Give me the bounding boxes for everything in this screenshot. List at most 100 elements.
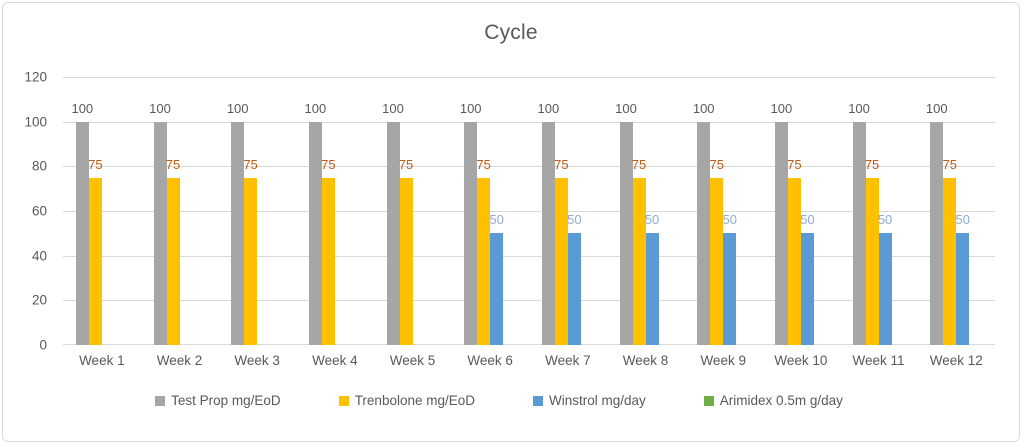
bar-group: 100 75 [63, 77, 141, 345]
bar-value-label: 100 [692, 100, 715, 116]
bar: 75 [632, 158, 646, 345]
bar: 75 [166, 158, 180, 345]
bar: 75 [942, 158, 957, 345]
bar-value-label: 100 [71, 100, 94, 116]
x-axis-category-label: Week 2 [156, 353, 203, 368]
bar-value-label: 75 [942, 156, 957, 172]
x-axis-category-label: Week 12 [929, 353, 983, 368]
legend-item: Arimidex 0.5m g/day [703, 393, 843, 408]
bar: 75 [476, 158, 491, 345]
bar-group: 100 75 [141, 77, 219, 345]
bar-group: 100 75 [374, 77, 452, 345]
x-axis-category-label: Week 9 [700, 353, 746, 368]
bar: 75 [865, 158, 879, 345]
x-axis: Week 1 Week 2 Week 3 Week 4 Week 5 Week 6 Week… [63, 353, 995, 368]
legend-label: Arimidex 0.5m g/day [719, 393, 843, 408]
chart-title: Cycle [484, 21, 538, 44]
bar: 75 [243, 158, 258, 345]
bar-groups: 100 75 100 75 100 75 100 75 100 75 100 75 50 100 75 50 1… [63, 77, 995, 345]
gridline [63, 122, 995, 123]
legend-marker-icon [155, 395, 166, 406]
legend-label: Winstrol mg/day [549, 393, 646, 408]
bar: 50 [489, 213, 504, 345]
bar-value-label: 75 [88, 156, 103, 172]
plot-area: 100 75 100 75 100 75 100 75 100 75 100 75 50 100 75 50 1… [63, 77, 995, 345]
x-axis-category-label: Week 8 [622, 353, 669, 368]
bar-group: 100 75 50 [607, 77, 685, 345]
x-axis-category-label: Week 3 [234, 353, 280, 368]
bar-value-label: 50 [489, 212, 504, 228]
y-axis: 0 20 40 60 80 100 120 [3, 70, 53, 351]
bar: 50 [567, 213, 582, 345]
bar: 75 [88, 158, 103, 345]
y-axis-tick-label: 80 [31, 158, 47, 174]
bar: 100 [538, 102, 559, 345]
bar-group: 100 75 50 [684, 77, 762, 345]
bar-value-label: 100 [615, 100, 637, 116]
legend-label: Test Prop mg/EoD [171, 393, 281, 408]
y-axis-tick-label: 120 [24, 69, 47, 85]
x-axis-category-label: Week 6 [467, 353, 513, 368]
bar-value-label: 50 [567, 212, 582, 228]
bar-value-label: 100 [459, 100, 482, 116]
bar-group: 100 75 50 [451, 77, 529, 345]
bar-group: 100 75 50 [917, 77, 995, 345]
chart-panel: Cycle 0 20 40 60 80 100 120 100 75 100 75 100 75 100… [2, 2, 1020, 442]
x-axis-category-label: Week 1 [79, 353, 125, 368]
bar: 50 [800, 213, 815, 345]
legend: Test Prop mg/EoD Trenbolone mg/EoD Winstro… [33, 393, 965, 408]
bar-value-label: 75 [398, 156, 414, 172]
bar: 75 [787, 158, 802, 345]
bar: 100 [615, 102, 637, 345]
bar: 100 [460, 102, 482, 345]
bar-group: 100 75 50 [840, 77, 918, 345]
bar-value-label: 50 [722, 212, 737, 228]
bar-value-label: 75 [165, 156, 181, 172]
bar-value-label: 100 [848, 100, 870, 116]
x-axis-category-label: Week 7 [545, 353, 591, 368]
x-axis-category-label: Week 4 [312, 353, 358, 368]
x-axis-line [63, 344, 995, 345]
bar-group: 100 75 50 [762, 77, 840, 345]
bar: 75 [709, 158, 724, 345]
legend-marker-icon [533, 395, 544, 406]
bar-value-label: 100 [226, 100, 249, 116]
bar-value-label: 75 [321, 156, 336, 172]
bar: 75 [321, 158, 336, 345]
bar: 100 [149, 102, 171, 345]
legend-item: Winstrol mg/day [533, 393, 646, 408]
gridline [63, 77, 995, 78]
bar-value-label: 75 [243, 156, 258, 172]
bar: 100 [926, 102, 948, 345]
x-axis-category-label: Week 10 [774, 353, 828, 368]
bar: 100 [304, 102, 326, 345]
gridline [63, 166, 995, 167]
x-axis-category-label: Week 5 [389, 353, 436, 368]
bar-value-label: 100 [537, 100, 560, 116]
bar: 100 [771, 102, 792, 345]
bar: 100 [693, 102, 715, 345]
gridline [63, 211, 995, 212]
bar-value-label: 75 [554, 156, 569, 172]
bar-value-label: 75 [476, 156, 491, 172]
bar: 100 [71, 102, 93, 345]
y-axis-tick-label: 20 [31, 292, 47, 308]
bar-value-label: 50 [800, 212, 815, 228]
bar-value-label: 50 [644, 212, 660, 228]
bar: 50 [878, 213, 892, 345]
bar: 50 [722, 213, 737, 345]
legend-label: Trenbolone mg/EoD [354, 393, 476, 408]
bar-value-label: 100 [304, 100, 327, 116]
bar-value-label: 100 [925, 100, 948, 116]
bar: 75 [554, 158, 569, 345]
bar-value-label: 100 [770, 100, 793, 116]
bar-value-label: 50 [955, 212, 970, 228]
bar: 50 [645, 213, 659, 345]
legend-item: Test Prop mg/EoD [155, 393, 281, 408]
bar-value-label: 75 [864, 156, 880, 172]
bar-value-label: 75 [787, 156, 802, 172]
bar: 75 [399, 158, 413, 345]
bar-group: 100 75 50 [529, 77, 607, 345]
x-axis-category-label: Week 11 [852, 353, 905, 368]
gridline [63, 300, 995, 301]
